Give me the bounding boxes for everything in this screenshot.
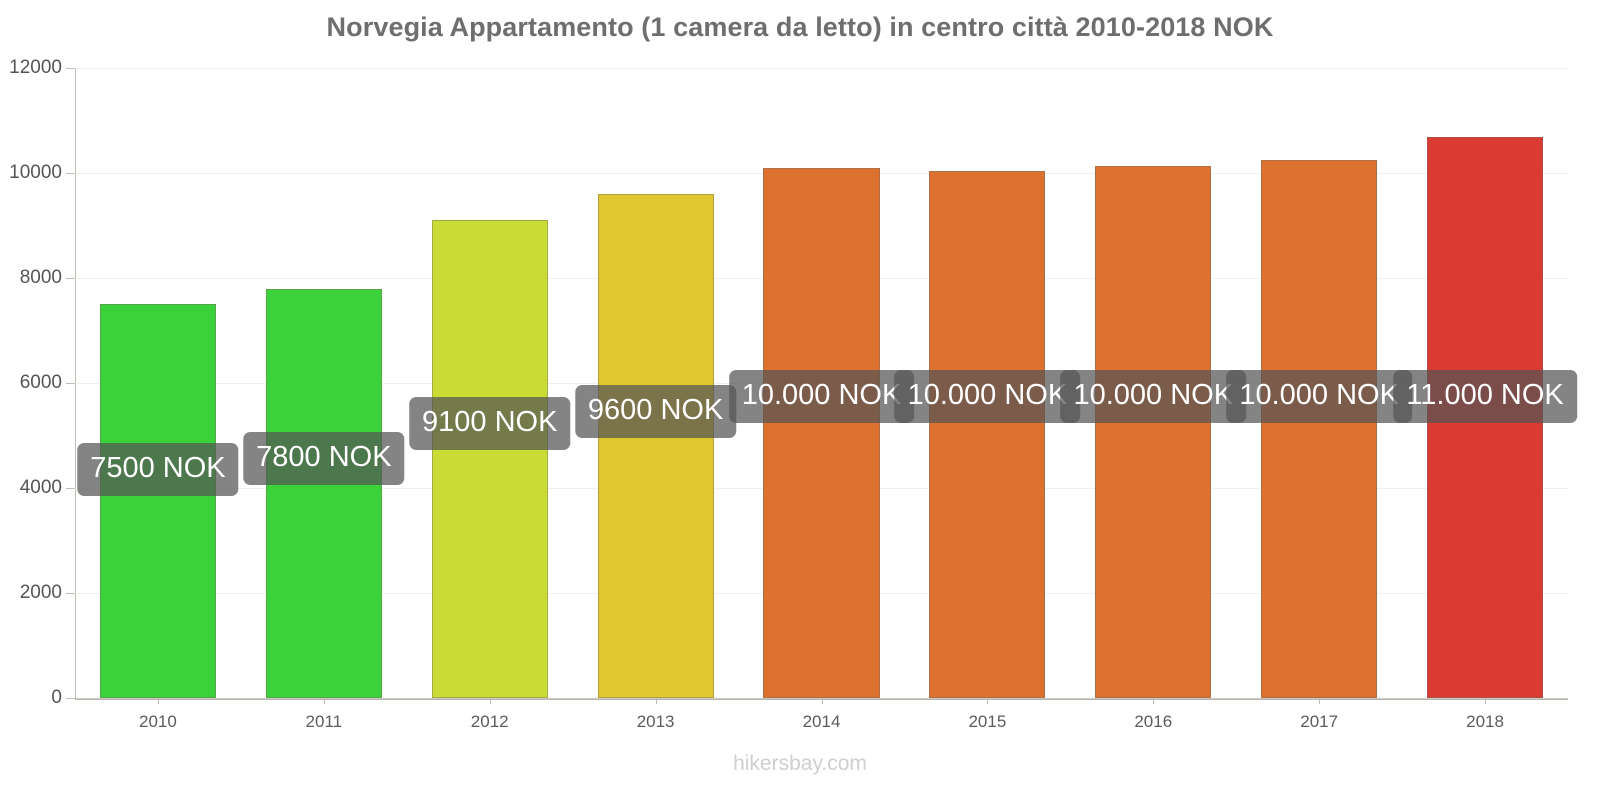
bar-2016[interactable]: [1095, 165, 1212, 698]
y-tick-label: 10000: [9, 162, 62, 183]
x-tick-mark: [821, 698, 823, 704]
data-label-2017: 10.000 NOK: [1226, 370, 1412, 423]
data-label-2015: 10.000 NOK: [894, 370, 1081, 423]
x-tick-mark: [1319, 698, 1321, 704]
x-tick-mark: [655, 698, 657, 704]
x-tick-mark: [323, 698, 325, 704]
bar-2011[interactable]: [265, 288, 382, 698]
data-label-2011: 7800 NOK: [243, 432, 405, 485]
bar-2010[interactable]: [99, 304, 216, 698]
data-label-2010: 7500 NOK: [77, 443, 239, 496]
x-tick-mark: [987, 698, 989, 704]
y-tick-mark: [66, 173, 75, 174]
bar-2017[interactable]: [1261, 160, 1378, 698]
y-tick-mark: [66, 698, 75, 699]
y-tick-mark: [66, 278, 75, 279]
data-label-2014: 10.000 NOK: [728, 370, 915, 423]
y-tick-label: 4000: [19, 477, 62, 498]
bar-2012[interactable]: [431, 220, 548, 698]
data-label-2012: 9100 NOK: [409, 397, 571, 450]
x-tick-mark: [489, 698, 491, 704]
y-tick-label: 8000: [19, 267, 62, 288]
data-label-2018: 11.000 NOK: [1393, 370, 1577, 423]
plot-area: [75, 68, 1568, 699]
x-tick-label-2016: 2016: [1134, 712, 1173, 731]
x-tick-label-2014: 2014: [802, 712, 841, 731]
y-tick-mark: [66, 68, 75, 69]
y-tick-mark: [66, 488, 75, 489]
y-tick-mark: [66, 593, 75, 594]
y-tick-label: 6000: [19, 372, 62, 393]
x-tick-label-2011: 2011: [305, 712, 343, 731]
x-tick-label-2017: 2017: [1300, 712, 1339, 731]
y-tick-label: 2000: [19, 582, 62, 603]
bar-2013[interactable]: [597, 194, 714, 698]
x-tick-label-2015: 2015: [968, 712, 1007, 731]
gridline: [75, 68, 1568, 69]
x-tick-mark: [1153, 698, 1155, 704]
data-label-2016: 10.000 NOK: [1060, 370, 1247, 423]
x-tick-label-2018: 2018: [1466, 712, 1504, 731]
y-tick-mark: [66, 383, 75, 384]
bar-2014[interactable]: [763, 167, 880, 698]
data-label-2013: 9600 NOK: [574, 385, 737, 438]
x-tick-label-2012: 2012: [470, 712, 509, 731]
chart-title: Norvegia Appartamento (1 camera da letto…: [326, 12, 1274, 42]
watermark: hikersbay.com: [733, 752, 867, 775]
x-tick-mark: [1485, 698, 1487, 704]
x-tick-mark: [157, 698, 159, 704]
y-tick-label: 12000: [9, 57, 62, 78]
x-tick-label-2010: 2010: [139, 712, 177, 731]
y-tick-label: 0: [51, 687, 62, 708]
bar-2015[interactable]: [929, 170, 1046, 698]
x-tick-label-2013: 2013: [636, 712, 675, 731]
